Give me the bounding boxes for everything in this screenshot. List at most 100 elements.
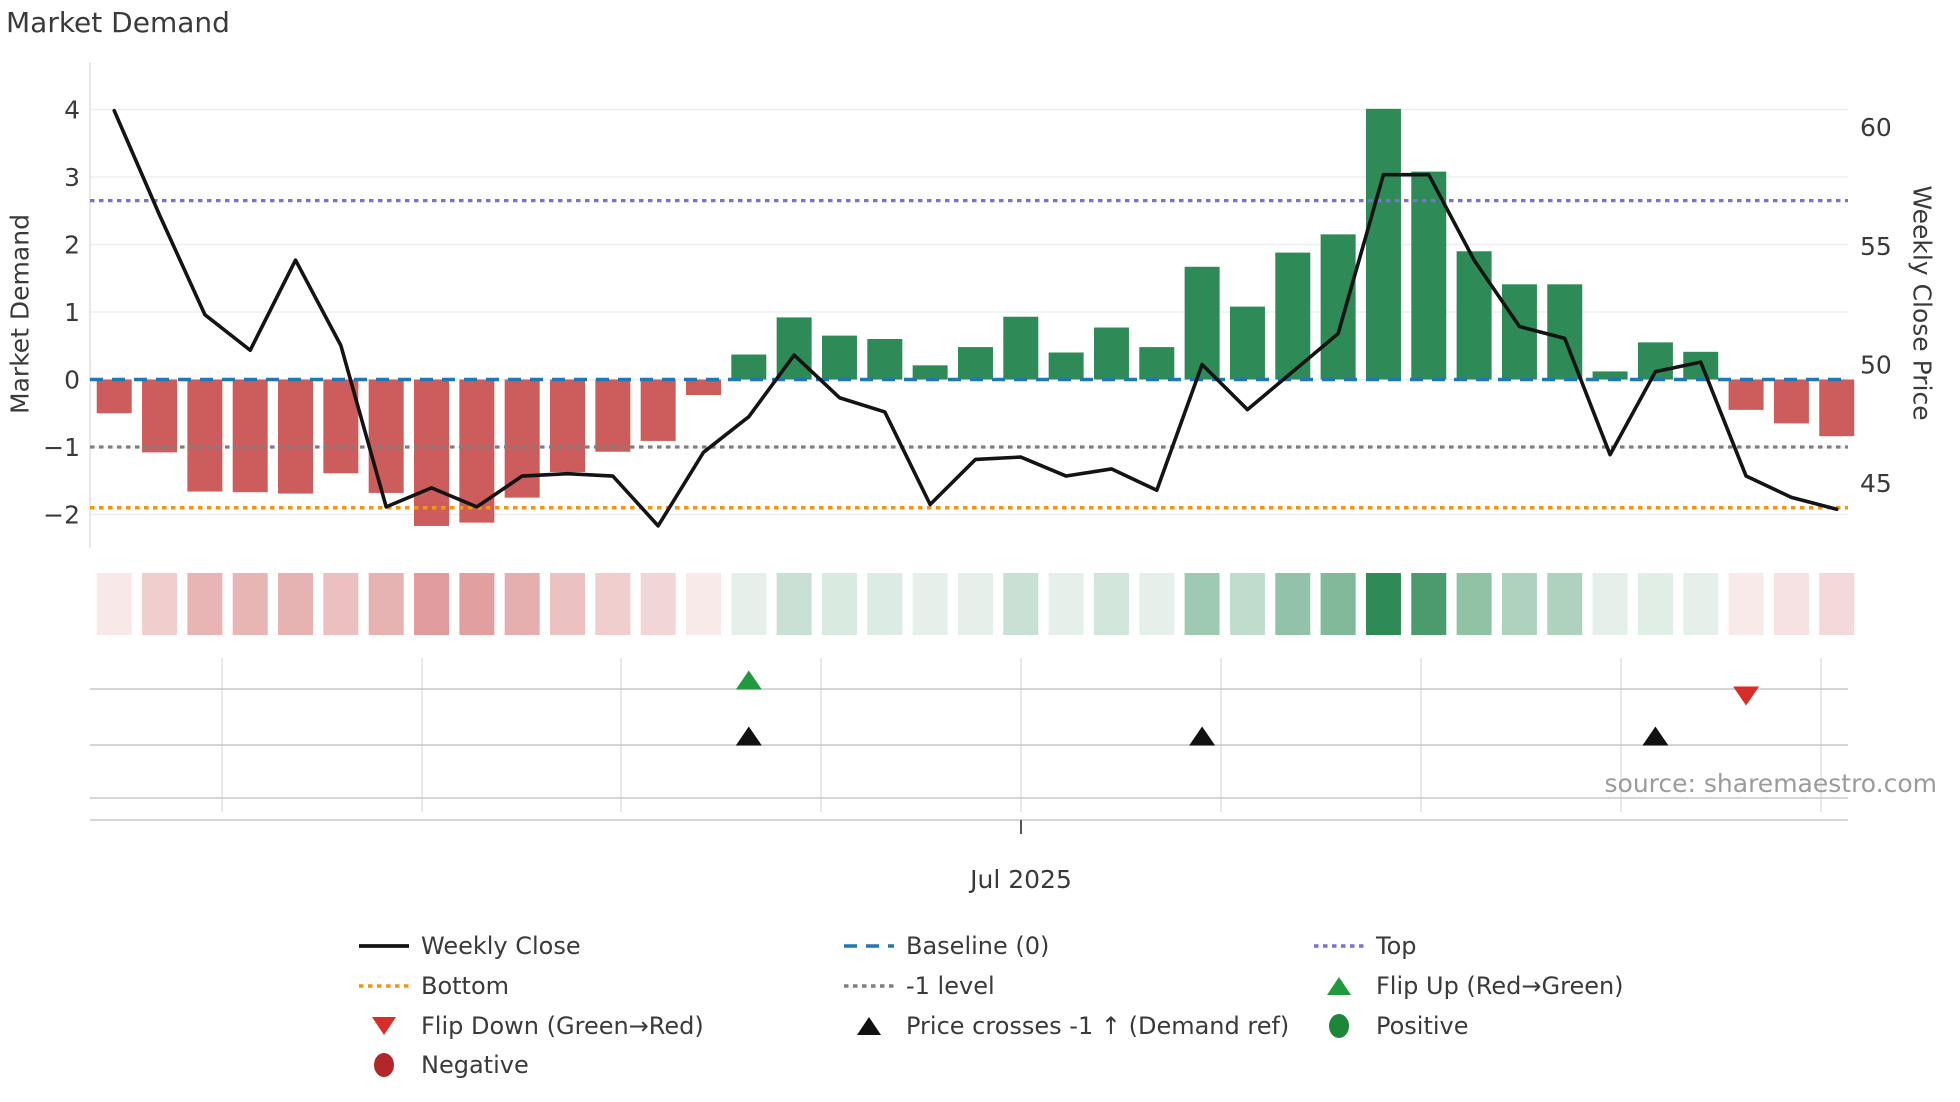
heat-strip-cell: [1093, 573, 1129, 635]
chart-title: Market Demand: [6, 6, 230, 39]
demand-bar: [1501, 284, 1537, 380]
heat-strip-cell: [1365, 573, 1401, 635]
left-axis-tick: 1: [64, 298, 80, 327]
heat-strip-cell: [1547, 573, 1583, 635]
heat-strip-cell: [957, 573, 993, 635]
legend-item: Positive: [1310, 1006, 1469, 1046]
heat-strip-cell: [550, 573, 585, 635]
price-cross-marker: [1642, 726, 1669, 746]
demand-bar: [821, 335, 857, 380]
legend-tri-down-swatch: [372, 1017, 396, 1035]
heat-strip-cell: [459, 573, 495, 635]
demand-bar: [595, 379, 631, 452]
heat-strip-cell: [1456, 573, 1492, 635]
heat-strip-cell: [1275, 573, 1311, 635]
demand-bar: [731, 354, 767, 380]
tri-up-icon: [857, 1017, 881, 1035]
heat-strip-cell: [232, 573, 268, 635]
heat-strip-cell: [1229, 573, 1265, 635]
heat-strip-cell: [776, 573, 812, 635]
heat-strip-cell: [821, 573, 857, 635]
heat-strip-cell: [1683, 573, 1719, 635]
legend-tri-up-swatch: [857, 1017, 881, 1035]
price-cross-marker: [735, 726, 762, 746]
demand-bar: [1275, 252, 1311, 380]
legend-item: -1 level: [840, 966, 995, 1006]
circle-icon: [374, 1053, 394, 1077]
heat-strip-cell: [96, 573, 132, 635]
demand-bar: [1048, 352, 1084, 380]
demand-bar: [1592, 371, 1628, 380]
heat-strip-cell: [640, 573, 676, 635]
demand-bar: [278, 379, 314, 494]
left-axis-tick: 0: [64, 366, 80, 395]
source-note: source: sharemaestro.com: [1605, 769, 1938, 798]
flip-down-marker: [1733, 686, 1760, 706]
tri-up-icon: [1327, 977, 1351, 995]
demand-bar: [1320, 234, 1356, 380]
heat-strip-cell: [1501, 573, 1537, 635]
heat-strip-cell: [504, 573, 540, 635]
legend-circle-swatch: [1329, 1014, 1349, 1038]
legend-label: Negative: [421, 1051, 529, 1079]
heat-strip-cell: [912, 573, 948, 635]
legend-dots-swatch: [1314, 944, 1364, 948]
circle-icon: [1329, 1014, 1349, 1038]
heat-strip-cell: [414, 573, 450, 635]
demand-bar: [957, 347, 993, 380]
heat-strip-cell: [595, 573, 631, 635]
demand-bar: [323, 379, 359, 474]
legend-label: Positive: [1376, 1012, 1469, 1040]
heat-strip-cell: [867, 573, 903, 635]
demand-bar: [1456, 251, 1492, 380]
demand-bar: [1773, 379, 1809, 424]
legend-item: Negative: [355, 1045, 529, 1085]
heat-strip-cell: [1637, 573, 1673, 635]
heat-strip-cell: [1139, 573, 1175, 635]
heat-strip-cell: [187, 573, 223, 635]
demand-bar: [1093, 327, 1129, 380]
right-axis-tick: 60: [1860, 113, 1892, 142]
legend-dashes-swatch: [844, 944, 894, 948]
demand-bar: [504, 379, 540, 498]
demand-bar: [1365, 108, 1401, 380]
heat-strip-cell: [278, 573, 314, 635]
heat-strip-cell: [368, 573, 404, 635]
legend-item: Flip Down (Green→Red): [355, 1006, 704, 1046]
demand-bar: [96, 379, 132, 414]
tri-down-icon: [372, 1017, 396, 1035]
heat-strip-cell: [1320, 573, 1356, 635]
right-axis-tick: 55: [1860, 232, 1892, 261]
legend-label: Flip Down (Green→Red): [421, 1012, 704, 1040]
legend-circle-swatch: [374, 1053, 394, 1077]
legend-dots-swatch: [359, 984, 409, 988]
demand-bar: [1003, 316, 1039, 380]
legend-label: -1 level: [906, 972, 995, 1000]
demand-bar: [187, 379, 223, 492]
demand-bar: [1139, 347, 1175, 380]
legend-label: Price crosses -1 ↑ (Demand ref): [906, 1012, 1290, 1040]
demand-bar: [1229, 306, 1265, 380]
demand-bar: [1411, 171, 1447, 380]
heat-strip-cell: [142, 573, 178, 635]
legend-line-swatch: [359, 944, 409, 948]
legend-label: Flip Up (Red→Green): [1376, 972, 1624, 1000]
demand-bar: [1728, 379, 1764, 410]
heat-strip-cell: [1773, 573, 1809, 635]
heat-strip-cell: [731, 573, 767, 635]
demand-bar: [550, 379, 585, 472]
legend-item: Bottom: [355, 966, 509, 1006]
heat-strip-cell: [323, 573, 359, 635]
demand-bar: [368, 379, 404, 493]
legend-label: Top: [1376, 932, 1417, 960]
demand-bar: [232, 379, 268, 493]
heat-strip-cell: [685, 573, 721, 635]
legend-item: Baseline (0): [840, 926, 1049, 966]
left-axis-tick: 4: [64, 96, 80, 125]
demand-bar: [912, 365, 948, 380]
demand-bar: [1184, 266, 1220, 380]
heat-strip-cell: [1184, 573, 1220, 635]
legend-item: Weekly Close: [355, 926, 581, 966]
